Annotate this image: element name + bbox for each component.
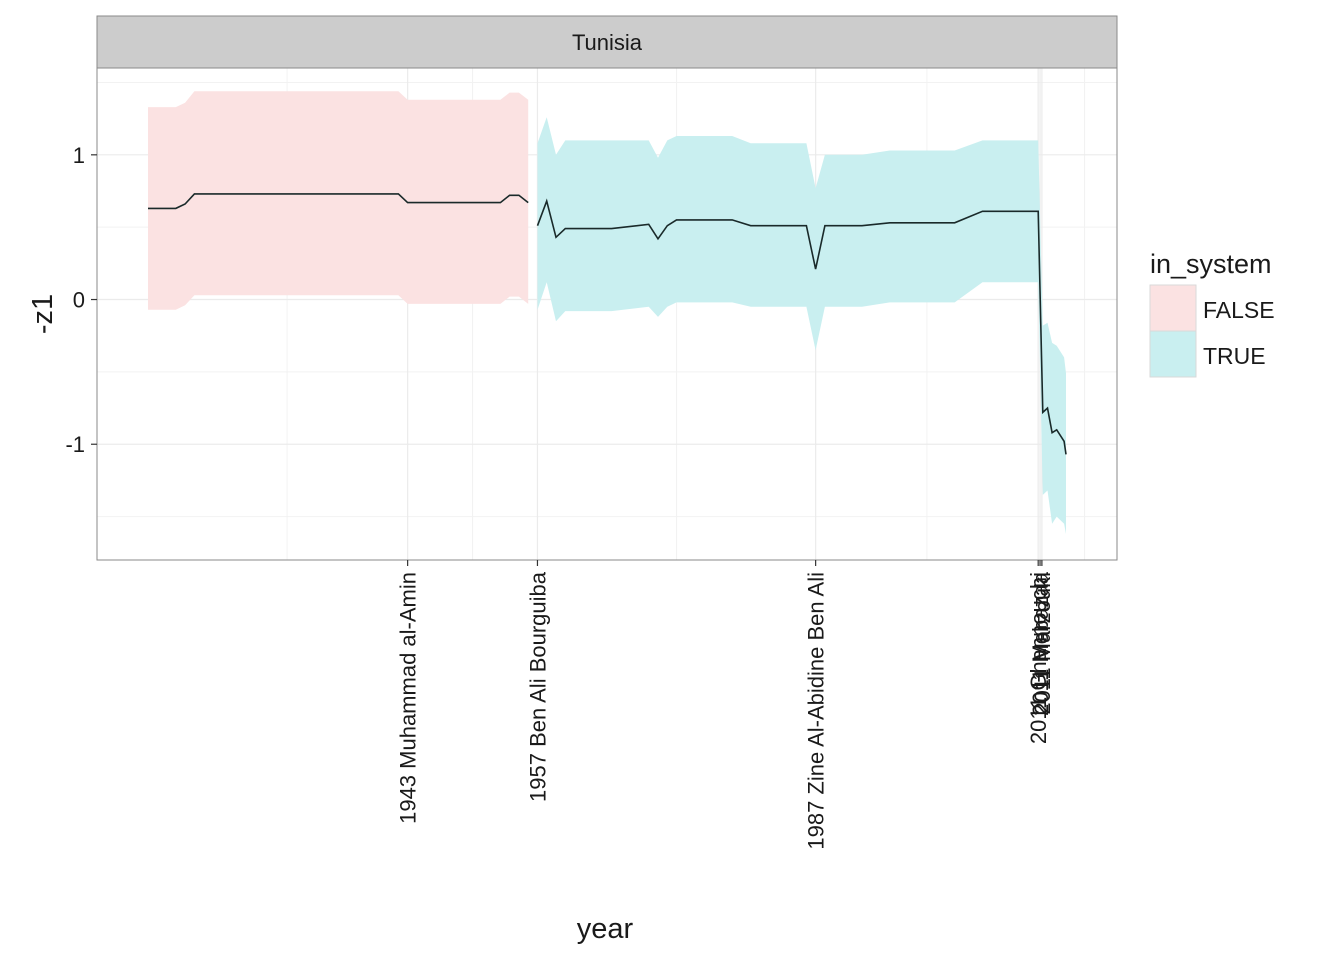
panel-border bbox=[96, 67, 1118, 561]
legend-key-false bbox=[1149, 284, 1197, 332]
x-axis: 1943 Muhammad al-Amin 1957 Ben Ali Bourgu… bbox=[396, 560, 1055, 850]
confidence-bands bbox=[148, 91, 1066, 534]
confidence-band-true bbox=[537, 117, 1066, 534]
series-lines bbox=[148, 193, 1067, 455]
confidence-band-false bbox=[148, 91, 529, 310]
y-axis: 1 0 -1 bbox=[65, 143, 97, 457]
y-tick-label: 1 bbox=[73, 143, 85, 168]
facet-title: Tunisia bbox=[572, 30, 643, 55]
x-axis-title: year bbox=[577, 913, 634, 945]
y-tick-label: 0 bbox=[73, 288, 85, 313]
x-tick-label: 1987 Zine Al-Abidine Ben Ali bbox=[804, 572, 829, 850]
series-line-true bbox=[536, 198, 1067, 455]
legend-title: in_system bbox=[1150, 249, 1272, 279]
x-tick-label: 1943 Muhammad al-Amin bbox=[396, 572, 421, 824]
legend-key-true bbox=[1149, 330, 1197, 378]
series-line-false bbox=[148, 193, 529, 210]
x-tick-label: 2011 Marzouki bbox=[1030, 572, 1055, 715]
legend-label-true: TRUE bbox=[1203, 343, 1266, 369]
legend-label-false: FALSE bbox=[1203, 297, 1275, 323]
y-axis-title: -z1 bbox=[27, 294, 59, 334]
y-tick-label: -1 bbox=[65, 432, 85, 457]
x-tick-label: 2011 Mebazaa bbox=[1028, 571, 1053, 716]
facet-strip bbox=[96, 15, 1118, 69]
x-tick-label: 1957 Ben Ali Bourguiba bbox=[526, 571, 551, 802]
legend: in_system FALSE TRUE bbox=[1149, 249, 1275, 378]
x-tick-label: 2011 Ghannouchi bbox=[1026, 572, 1051, 744]
